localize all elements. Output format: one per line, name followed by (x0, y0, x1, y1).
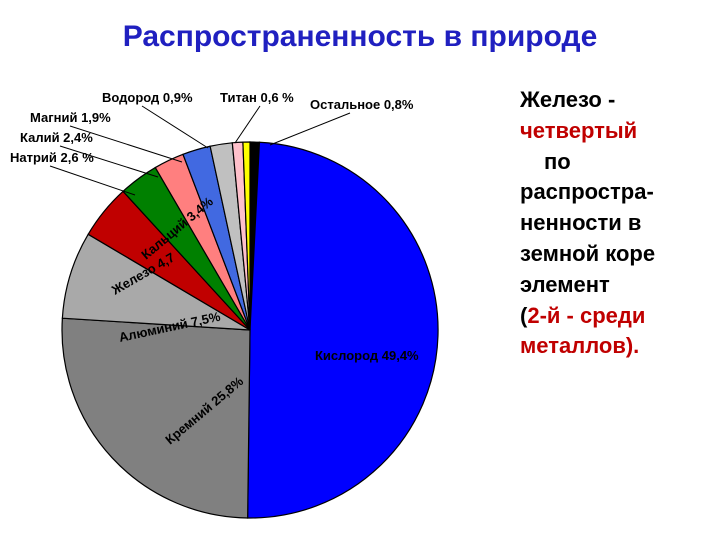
page-root: Распространенность в природе Остальное 0… (0, 0, 720, 540)
page-title: Распространенность в природе (0, 20, 720, 54)
callout-label-калий: Калий 2,4% (20, 130, 93, 145)
callout-label-остальное: Остальное 0,8% (310, 97, 414, 112)
txt-line3: распростра-ненности в земной коре элемен… (520, 179, 655, 296)
callout-label-водород: Водород 0,9% (102, 90, 193, 105)
pie-chart-svg: Остальное 0,8%Кислород 49,4%Кремний 25,8… (10, 70, 490, 530)
leader-line-водород (142, 106, 208, 148)
callout-label-титан: Титан 0,6 % (220, 90, 294, 105)
leader-line-натрий (50, 166, 135, 195)
callout-label-натрий: Натрий 2,6 % (10, 150, 94, 165)
txt-highlight1: четвертый (520, 118, 637, 143)
txt-line1: Железо - (520, 87, 615, 112)
pie-chart-container: Остальное 0,8%Кислород 49,4%Кремний 25,8… (10, 70, 490, 530)
callout-label-магний: Магний 1,9% (30, 110, 111, 125)
pie-slice-кислород (248, 142, 438, 518)
side-text-block: Железо - четвертый по распростра-ненност… (520, 85, 710, 362)
slice-label-кислород: Кислород 49,4% (315, 348, 419, 363)
txt-highlight2: 2-й - среди металлов). (520, 303, 645, 359)
txt-line2: по (520, 149, 571, 174)
pie-slice-кремний (62, 318, 250, 518)
leader-line-остальное (270, 113, 350, 145)
leader-line-титан (235, 106, 260, 143)
